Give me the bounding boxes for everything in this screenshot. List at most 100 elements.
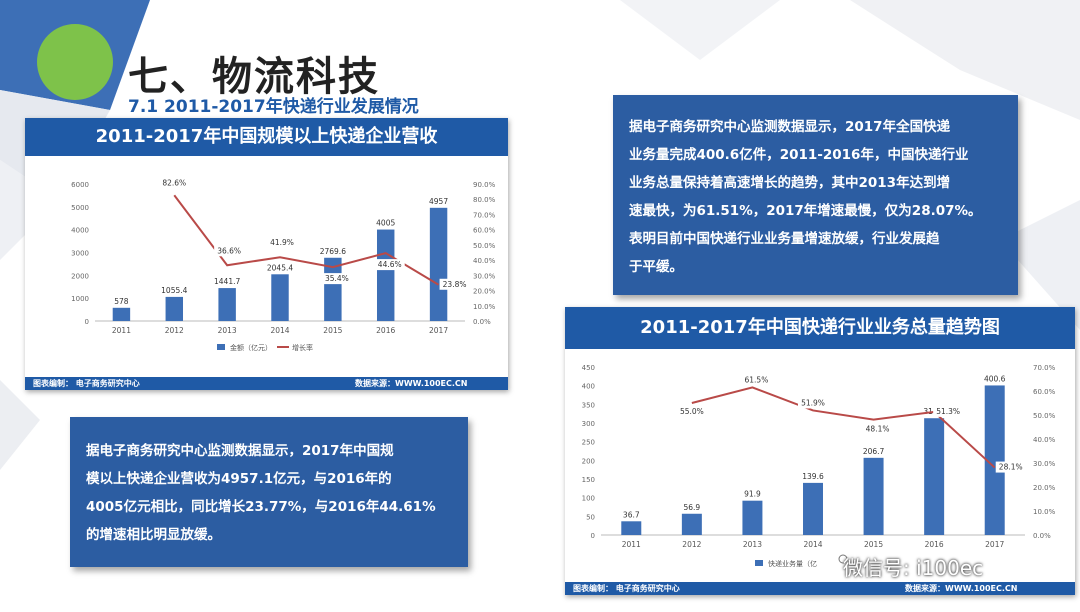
y-left-tick-label: 50	[586, 513, 595, 521]
legend-label: 金额（亿元）	[230, 343, 272, 352]
y-left-tick-label: 100	[582, 495, 595, 503]
y-right-tick-label: 50.0%	[473, 242, 496, 250]
volume-summary-line: 业务总量保持着高速增长的趋势，其中2013年达到增	[629, 175, 951, 191]
x-tick-label: 2017	[985, 540, 1004, 549]
growth-rate-label: 61.5%	[745, 375, 769, 384]
revenue-footer-right: 数据来源：WWW.100EC.CN	[355, 379, 468, 388]
volume-summary-line: 速最快，为61.51%，2017年增速最慢，仅为28.07%。	[629, 203, 982, 219]
bar-value-label: 4957	[429, 197, 448, 206]
y-left-tick-label: 0	[85, 318, 89, 326]
y-left-tick-label: 350	[582, 401, 595, 409]
x-tick-label: 2014	[803, 540, 822, 549]
x-tick-label: 2017	[429, 326, 448, 335]
growth-label-bg	[159, 177, 190, 189]
bar-value-label: 139.6	[802, 472, 824, 481]
x-tick-label: 2013	[218, 326, 237, 335]
y-right-tick-label: 0.0%	[1033, 532, 1051, 540]
watermark: 微信号: i100ec	[843, 556, 984, 580]
y-right-tick-label: 10.0%	[1033, 508, 1056, 516]
y-right-tick-label: 50.0%	[1033, 412, 1056, 420]
bar	[429, 207, 448, 321]
revenue-summary-line: 模以上快递企业营收为4957.1亿元，与2016年的	[86, 471, 392, 487]
y-right-tick-label: 90.0%	[473, 181, 496, 189]
volume-summary-textbox: 据电子商务研究中心监测数据显示，2017年全国快递业务量完成400.6亿件，20…	[613, 95, 1018, 295]
y-right-tick-label: 70.0%	[473, 211, 496, 219]
legend-label: 快递业务量（亿	[768, 559, 817, 568]
page-title: 七、物流科技	[128, 54, 380, 100]
wechat-icon	[838, 554, 848, 564]
x-tick-label: 2016	[925, 540, 944, 549]
bar	[112, 307, 131, 321]
revenue-summary-line: 的增速相比明显放缓。	[86, 527, 221, 543]
growth-label-bg	[933, 405, 964, 417]
bar-value-label: 578	[114, 297, 129, 306]
bar	[863, 457, 884, 535]
page-subtitle: 7.1 2011-2017年快递行业发展情况	[128, 97, 419, 117]
growth-label-bg	[798, 397, 828, 409]
y-right-tick-label: 60.0%	[1033, 388, 1056, 396]
revenue-chart-panel: 2011-2017年中国规模以上快递企业营收 0 1000 2000 3000 4000…	[25, 118, 508, 390]
bar	[984, 385, 1005, 535]
revenue-chart: 0 1000 2000 3000 4000 5000 6000 0.0% 10.0% 20.0% 3…	[71, 177, 496, 352]
growth-rate-label: 82.6%	[162, 178, 186, 187]
volume-summary-line: 业务量完成400.6亿件，2011-2016年，中国快递行业	[629, 147, 969, 163]
x-tick-label: 2012	[165, 326, 184, 335]
bar-value-label: 400.6	[984, 374, 1006, 383]
bar	[621, 521, 642, 535]
bar-value-label: 36.7	[623, 510, 640, 519]
bar-value-label: 91.9	[744, 490, 761, 499]
y-left-tick-label: 2000	[71, 272, 89, 280]
bar-value-label: 56.9	[684, 503, 701, 512]
y-right-tick-label: 30.0%	[473, 272, 496, 280]
revenue-summary-line: 据电子商务研究中心监测数据显示，2017年中国规	[86, 443, 394, 459]
growth-label-bg	[267, 237, 297, 249]
x-tick-label: 2014	[270, 326, 289, 335]
bar	[924, 418, 945, 535]
volume-footer-left: 图表编制： 电子商务研究中心	[573, 584, 680, 593]
growth-rate-line	[691, 386, 996, 469]
bar	[165, 296, 184, 321]
growth-label-bg	[741, 374, 772, 386]
volume-footer-right: 数据来源：WWW.100EC.CN	[905, 584, 1018, 593]
bar-value-label: 1441.7	[214, 277, 240, 286]
x-tick-label: 2012	[682, 540, 701, 549]
growth-rate-label: 28.1%	[999, 463, 1023, 472]
x-tick-label: 2011	[112, 326, 131, 335]
y-left-tick-label: 3000	[71, 250, 89, 258]
y-right-tick-label: 20.0%	[473, 288, 496, 296]
volume-chart-panel: 2011-2017年中国快递行业业务总量趋势图 0 50 100 150 200 250 3…	[565, 307, 1075, 595]
growth-rate-label: 44.6%	[378, 260, 402, 269]
growth-label-bg	[862, 423, 893, 435]
x-tick-label: 2015	[864, 540, 883, 549]
y-right-tick-label: 40.0%	[1033, 436, 1056, 444]
growth-rate-label: 51.3%	[936, 407, 960, 416]
y-left-tick-label: 250	[582, 439, 595, 447]
x-tick-label: 2015	[323, 326, 342, 335]
volume-summary-line: 据电子商务研究中心监测数据显示，2017年全国快递	[629, 119, 951, 135]
x-tick-label: 2011	[622, 540, 641, 549]
y-right-tick-label: 40.0%	[473, 257, 496, 265]
y-left-tick-label: 400	[582, 383, 595, 391]
legend-swatch-bar	[217, 344, 225, 350]
bar-value-label: 2045.4	[267, 263, 293, 272]
growth-label-bg	[374, 259, 405, 271]
bar-value-label: 1055.4	[161, 286, 187, 295]
y-right-tick-label: 60.0%	[473, 227, 496, 235]
revenue-summary-textbox: 据电子商务研究中心监测数据显示，2017年中国规 模以上快递企业营收为4957.1…	[70, 417, 468, 567]
y-left-tick-label: 4000	[71, 227, 89, 235]
revenue-summary-line: 4005亿元相比，同比增长23.77%，与2016年44.61%	[86, 499, 436, 515]
revenue-chart-heading: 2011-2017年中国规模以上快递企业营收	[25, 118, 508, 156]
y-left-tick-label: 300	[582, 420, 595, 428]
y-left-tick-label: 200	[582, 457, 595, 465]
bar	[803, 482, 823, 535]
wechat-icon-shape	[838, 554, 848, 564]
bar	[271, 274, 289, 321]
y-left-tick-label: 6000	[71, 181, 89, 189]
growth-rate-label: 23.8%	[443, 280, 467, 289]
y-right-tick-label: 10.0%	[473, 303, 496, 311]
x-tick-label: 2013	[743, 540, 762, 549]
volume-chart-heading: 2011-2017年中国快递行业业务总量趋势图	[565, 307, 1075, 349]
growth-rate-label: 35.4%	[325, 274, 349, 283]
growth-rate-label: 36.6%	[217, 246, 241, 255]
